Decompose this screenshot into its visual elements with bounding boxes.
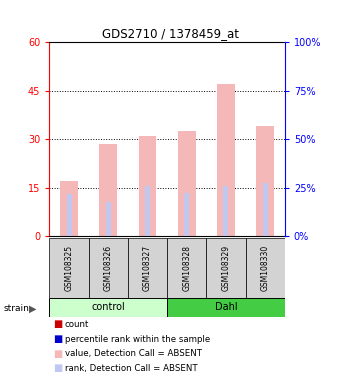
Text: rank, Detection Call = ABSENT: rank, Detection Call = ABSENT [65, 364, 197, 373]
Text: control: control [91, 302, 125, 312]
Text: GSM108328: GSM108328 [182, 245, 191, 291]
Text: ■: ■ [53, 334, 62, 344]
Text: percentile rank within the sample: percentile rank within the sample [65, 334, 210, 344]
Bar [66, 194, 72, 236]
Bar [256, 126, 274, 236]
Bar [167, 298, 285, 317]
Text: value, Detection Call = ABSENT: value, Detection Call = ABSENT [65, 349, 202, 358]
Bar [145, 186, 150, 236]
Text: Dahl: Dahl [214, 302, 237, 312]
Bar [223, 186, 228, 236]
Text: GDS2710 / 1378459_at: GDS2710 / 1378459_at [102, 27, 239, 40]
Bar [89, 238, 128, 298]
Bar [246, 238, 285, 298]
Bar [100, 144, 117, 236]
Text: count: count [65, 320, 89, 329]
Text: ■: ■ [53, 363, 62, 373]
Bar [263, 183, 268, 236]
Bar [128, 238, 167, 298]
Bar [60, 181, 78, 236]
Text: GSM108326: GSM108326 [104, 245, 113, 291]
Text: ▶: ▶ [29, 303, 36, 313]
Bar [49, 298, 167, 317]
Text: GSM108329: GSM108329 [221, 245, 231, 291]
Text: GSM108327: GSM108327 [143, 245, 152, 291]
Bar [217, 84, 235, 236]
Bar [139, 136, 156, 236]
Text: ■: ■ [53, 349, 62, 359]
Bar [178, 131, 195, 236]
Text: GSM108325: GSM108325 [64, 245, 74, 291]
Bar [106, 202, 111, 236]
Text: ■: ■ [53, 319, 62, 329]
Text: GSM108330: GSM108330 [261, 245, 270, 291]
Text: strain: strain [3, 304, 29, 313]
Bar [167, 238, 206, 298]
Bar [49, 238, 89, 298]
Bar [184, 194, 189, 236]
Bar [206, 238, 246, 298]
